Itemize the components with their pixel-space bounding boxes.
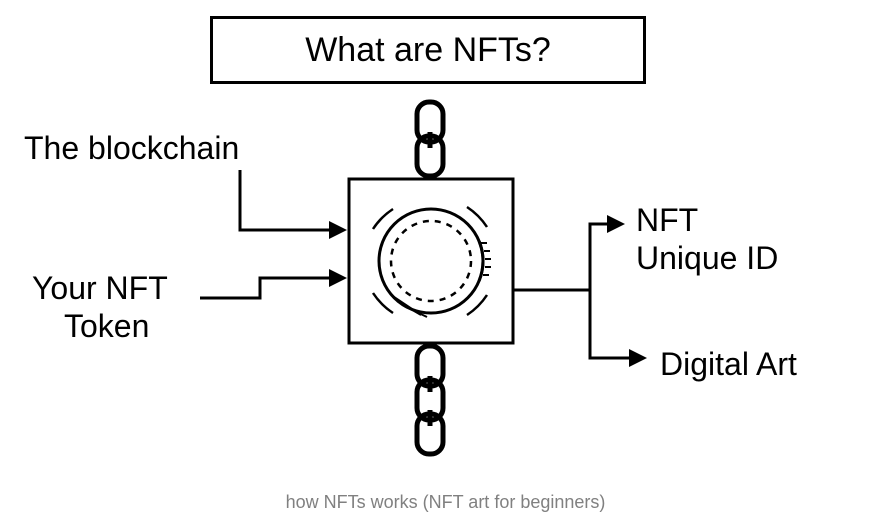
arrow-blockchain	[240, 170, 344, 230]
arrow-nft-id	[590, 224, 622, 290]
caption-text: how NFTs works (NFT art for beginners)	[0, 492, 891, 513]
arrow-token	[200, 278, 344, 298]
arrow-digital-art	[590, 290, 644, 358]
coin-icon	[373, 207, 491, 317]
chain-top-icon	[417, 102, 443, 176]
diagram-svg	[0, 0, 891, 530]
diagram-canvas: What are NFTs? The blockchain Your NFT T…	[0, 0, 891, 530]
chain-bottom-icon	[417, 346, 443, 454]
